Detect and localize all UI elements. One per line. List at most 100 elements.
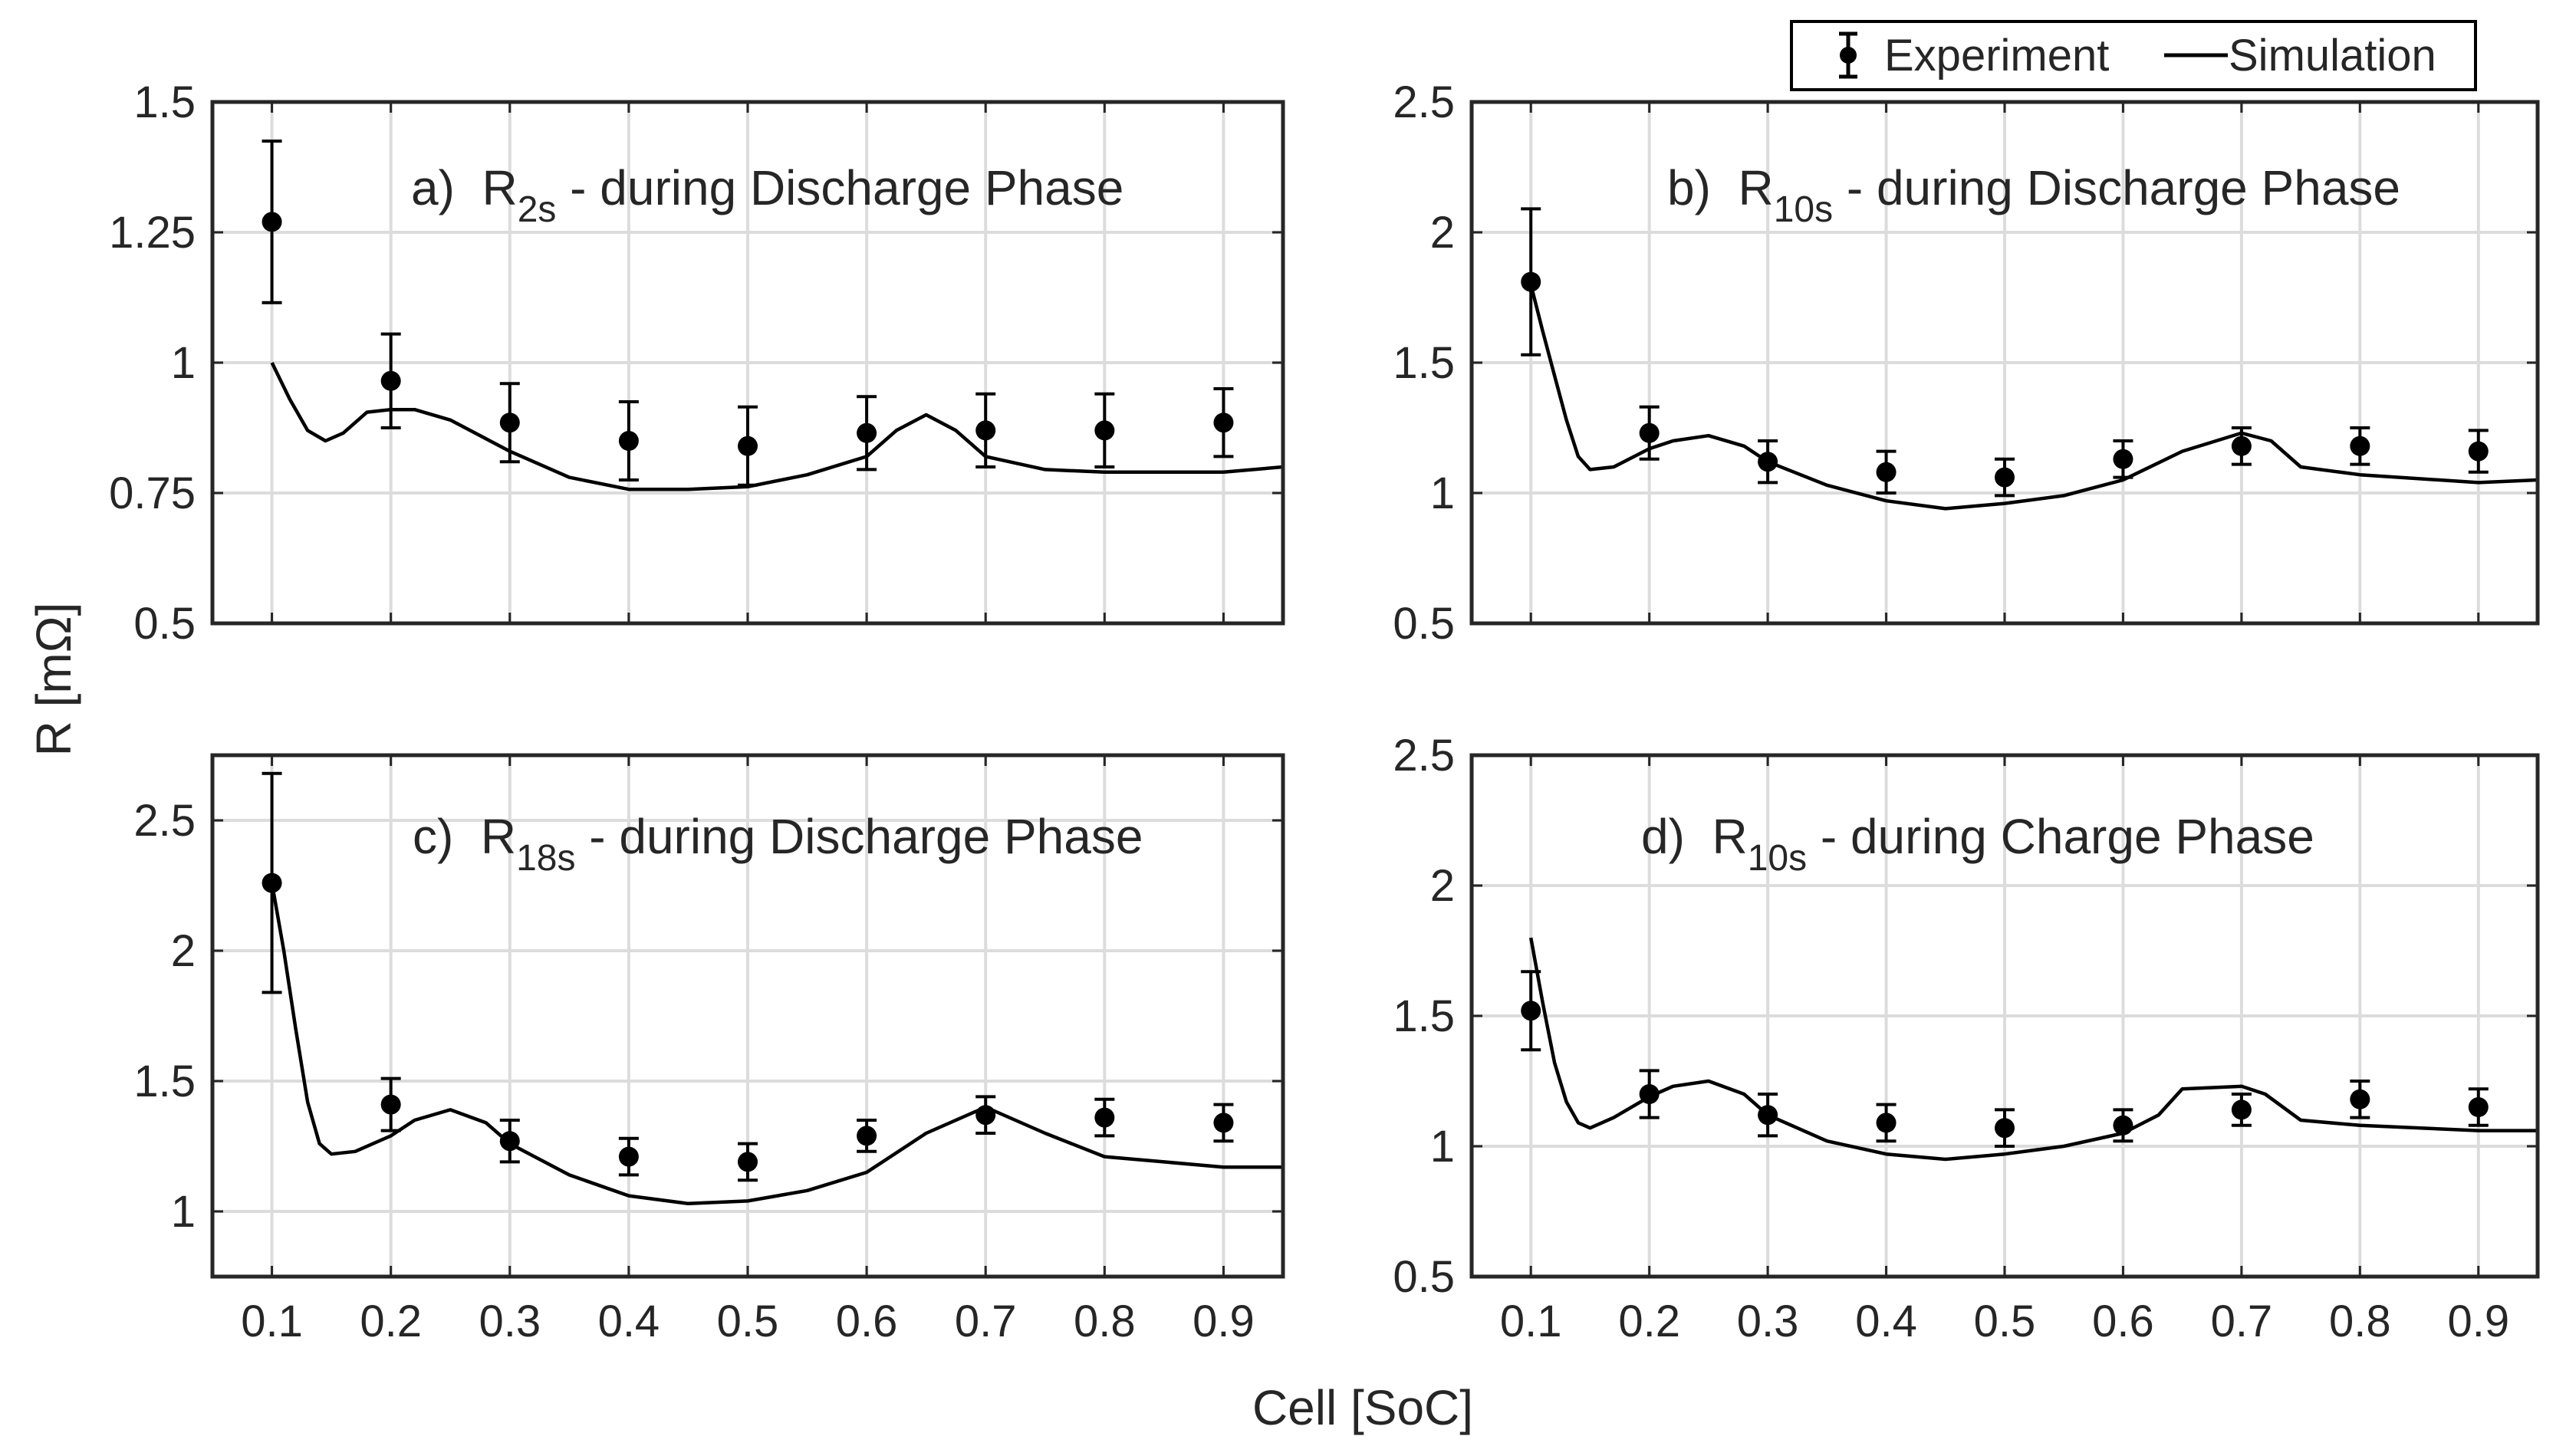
experiment-point-b-3 <box>1876 449 1897 495</box>
marker-a-0 <box>262 212 282 232</box>
xtick-label-c-6: 0.7 <box>955 1297 1017 1346</box>
marker-a-7 <box>1094 420 1115 441</box>
legend-experiment-label: Experiment <box>1884 31 2109 81</box>
panel-title-suffix-a: - during Discharge Phase <box>556 160 1123 215</box>
marker-c-7 <box>1094 1107 1115 1128</box>
xtick-label-d-7: 0.8 <box>2329 1297 2391 1346</box>
experiment-point-c-2 <box>499 1119 520 1164</box>
marker-d-8 <box>2468 1097 2489 1117</box>
experiment-point-b-7 <box>2350 426 2370 466</box>
experiment-point-d-4 <box>1995 1108 2015 1148</box>
subplot-a: 0.5 0.75 1 1.25 1.5 a) R2s - during Discharge… <box>109 77 1285 649</box>
panel-title-c: c) R18s - during Discharge Phase <box>413 809 1143 879</box>
ytick-label-d-2: 1.5 <box>1393 991 1455 1041</box>
marker-a-4 <box>738 435 758 456</box>
xtick-label-c-1: 0.2 <box>360 1297 422 1346</box>
ytick-label-d-4: 2.5 <box>1393 731 1455 781</box>
simulation-line-d <box>1528 937 2538 1162</box>
ytick-label-d-1: 1 <box>1430 1122 1455 1172</box>
marker-b-3 <box>1876 462 1897 482</box>
experiment-point-c-6 <box>975 1095 996 1135</box>
xtick-label-d-0: 0.1 <box>1500 1297 1562 1346</box>
subplot-b: 0.5 1 1.5 2 2.5 b) R10s - during Discharge Ph… <box>1393 77 2540 649</box>
simulation-line-b <box>1529 284 2538 511</box>
panel-title-suffix-c: - during Discharge Phase <box>575 809 1143 864</box>
marker-c-2 <box>499 1131 520 1152</box>
experiment-point-a-0 <box>262 140 282 304</box>
experiment-point-c-4 <box>738 1142 758 1182</box>
marker-c-5 <box>857 1126 877 1146</box>
experiment-point-a-2 <box>499 382 520 464</box>
ytick-label-c-3: 2.5 <box>133 796 196 846</box>
marker-b-6 <box>2231 435 2252 456</box>
axes-frame-a <box>210 100 1285 626</box>
ytick-label-c-1: 1.5 <box>133 1057 196 1106</box>
xtick-label-c-0: 0.1 <box>241 1297 303 1346</box>
marker-d-3 <box>1876 1113 1897 1133</box>
xtick-label-c-2: 0.3 <box>479 1297 541 1346</box>
marker-c-6 <box>975 1105 996 1126</box>
y-axis-label: R [mΩ] <box>26 603 81 757</box>
experiment-point-c-8 <box>1213 1103 1234 1143</box>
marker-d-5 <box>2113 1115 2133 1136</box>
experiment-point-a-7 <box>1094 392 1115 468</box>
xtick-label-c-3: 0.4 <box>598 1297 660 1346</box>
marker-d-6 <box>2231 1099 2252 1120</box>
ytick-label-d-3: 2 <box>1430 861 1455 911</box>
panel-title-prefix-d: d) R <box>1641 809 1748 864</box>
panel-title-d: d) R10s - during Charge Phase <box>1641 809 2314 879</box>
ytick-label-a-2: 1 <box>171 338 196 388</box>
panel-title-a: a) R2s - during Discharge Phase <box>411 160 1123 230</box>
ytick-label-a-1: 0.75 <box>109 468 196 518</box>
experiment-point-b-0 <box>1521 207 1541 357</box>
experiment-point-a-1 <box>380 332 401 429</box>
marker-c-3 <box>618 1146 639 1167</box>
ytick-label-b-4: 2.5 <box>1393 77 1455 127</box>
xtick-label-d-6: 0.7 <box>2211 1297 2273 1346</box>
marker-a-8 <box>1213 412 1234 433</box>
marker-c-8 <box>1213 1113 1234 1133</box>
experiment-point-a-4 <box>738 405 758 487</box>
x-axis-label: Cell [SoC] <box>1252 1380 1473 1435</box>
xtick-label-d-2: 0.3 <box>1737 1297 1799 1346</box>
panel-title-subscript-a: 2s <box>518 189 557 230</box>
xtick-label-d-8: 0.9 <box>2447 1297 2509 1346</box>
experiment-point-d-2 <box>1758 1093 1778 1138</box>
panel-title-subscript-c: 18s <box>516 838 575 879</box>
experiment-point-d-8 <box>2468 1087 2489 1127</box>
subplot-c: 1 1.5 2 2.5 0.1 0.2 0.3 0.4 0.5 0.6 0.7 0.8 0.9 c) R1… <box>133 753 1285 1346</box>
xtick-label-d-4: 0.5 <box>1974 1297 2036 1346</box>
ytick-label-a-4: 1.5 <box>133 77 196 127</box>
ytick-label-a-0: 0.5 <box>133 599 196 649</box>
marker-b-0 <box>1521 271 1541 292</box>
marker-c-0 <box>262 873 282 893</box>
marker-b-5 <box>2113 449 2133 469</box>
marker-b-8 <box>2468 441 2489 462</box>
panel-title-b: b) R10s - during Discharge Phase <box>1667 160 2400 230</box>
xtick-label-c-7: 0.8 <box>1074 1297 1136 1346</box>
panel-title-suffix-d: - during Charge Phase <box>1807 809 2314 864</box>
axes-frame-c <box>210 753 1285 1279</box>
legend-box <box>1790 20 2477 91</box>
marker-a-5 <box>857 422 877 443</box>
panel-title-prefix-b: b) R <box>1667 160 1774 215</box>
xtick-label-c-4: 0.5 <box>717 1297 779 1346</box>
ytick-label-b-3: 2 <box>1430 208 1455 258</box>
simulation-line-a <box>270 362 1283 491</box>
marker-b-7 <box>2350 435 2370 456</box>
legend: Experiment Simulation <box>1790 20 2477 91</box>
experiment-point-d-6 <box>2231 1093 2252 1127</box>
experiment-point-d-5 <box>2113 1108 2133 1143</box>
marker-a-1 <box>380 370 401 391</box>
marker-d-4 <box>1995 1118 2015 1139</box>
experiment-point-b-5 <box>2113 439 2133 479</box>
marker-c-1 <box>380 1094 401 1115</box>
ytick-label-a-3: 1.25 <box>109 208 196 258</box>
marker-b-2 <box>1758 452 1778 472</box>
marker-d-2 <box>1758 1105 1778 1126</box>
experiment-point-c-5 <box>857 1119 877 1153</box>
marker-b-1 <box>1639 422 1660 443</box>
ytick-label-b-1: 1 <box>1430 468 1455 518</box>
experiment-point-b-8 <box>2468 429 2489 474</box>
